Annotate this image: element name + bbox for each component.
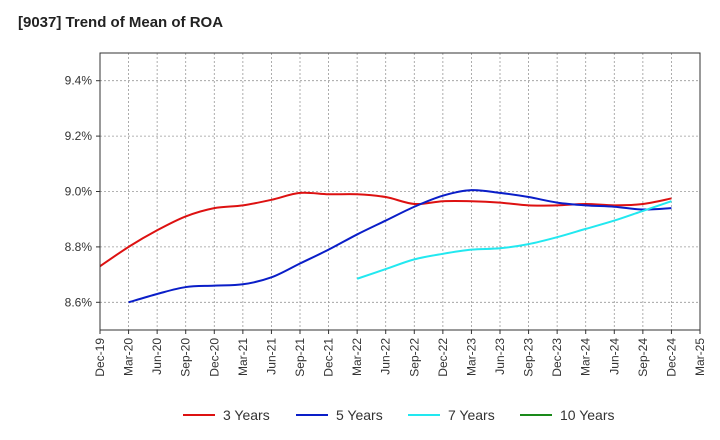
series-line-5-years [128,189,672,304]
legend-label: 5 Years [336,407,383,423]
x-tick-label: Mar-24 [579,338,593,376]
grid-layer [100,53,700,330]
legend: 3 Years 5 Years 7 Years 10 Years [183,407,615,423]
y-tick-label: 8.6% [65,295,93,309]
x-tick-label: Dec-19 [93,338,107,377]
x-tick-label: Mar-25 [693,338,707,376]
legend-label: 10 Years [560,407,615,423]
x-tick-label: Jun-24 [607,338,621,375]
x-tick-label: Dec-22 [436,338,450,377]
x-tick-label: Sep-22 [407,338,421,377]
legend-label: 7 Years [448,407,495,423]
chart-title: [9037] Trend of Mean of ROA [18,14,224,31]
x-tick-label: Sep-23 [522,338,536,377]
x-tick-label: Sep-21 [293,338,307,377]
x-tick-label: Mar-22 [350,338,364,376]
x-tick-label: Jun-20 [150,338,164,375]
y-tick-label: 9.0% [65,185,93,199]
x-tick-label: Dec-20 [207,338,221,377]
x-tick-label: Jun-22 [379,338,393,375]
x-axis-ticks: Dec-19 Mar-20 Jun-20 Sep-20 Dec-20 Mar-21 Jun-… [93,330,707,377]
x-tick-label: Mar-23 [464,338,478,376]
x-tick-label: Mar-21 [236,338,250,376]
y-tick-label: 9.2% [65,129,93,143]
y-tick-label: 9.4% [65,74,93,88]
x-tick-label: Jun-23 [493,338,507,375]
y-axis-ticks: 8.6% 8.8% 9.0% 9.2% 9.4% [65,74,100,309]
x-tick-label: Dec-23 [550,338,564,377]
x-tick-label: Sep-24 [636,338,650,377]
series-line-7-years [356,200,672,280]
x-tick-label: Sep-20 [179,338,193,377]
legend-label: 3 Years [223,407,270,423]
y-tick-label: 8.8% [65,240,93,254]
x-tick-label: Mar-20 [122,338,136,376]
series-layer [99,189,672,304]
x-tick-label: Jun-21 [264,338,278,375]
x-tick-label: Dec-21 [322,338,336,377]
x-tick-label: Dec-24 [664,338,678,377]
